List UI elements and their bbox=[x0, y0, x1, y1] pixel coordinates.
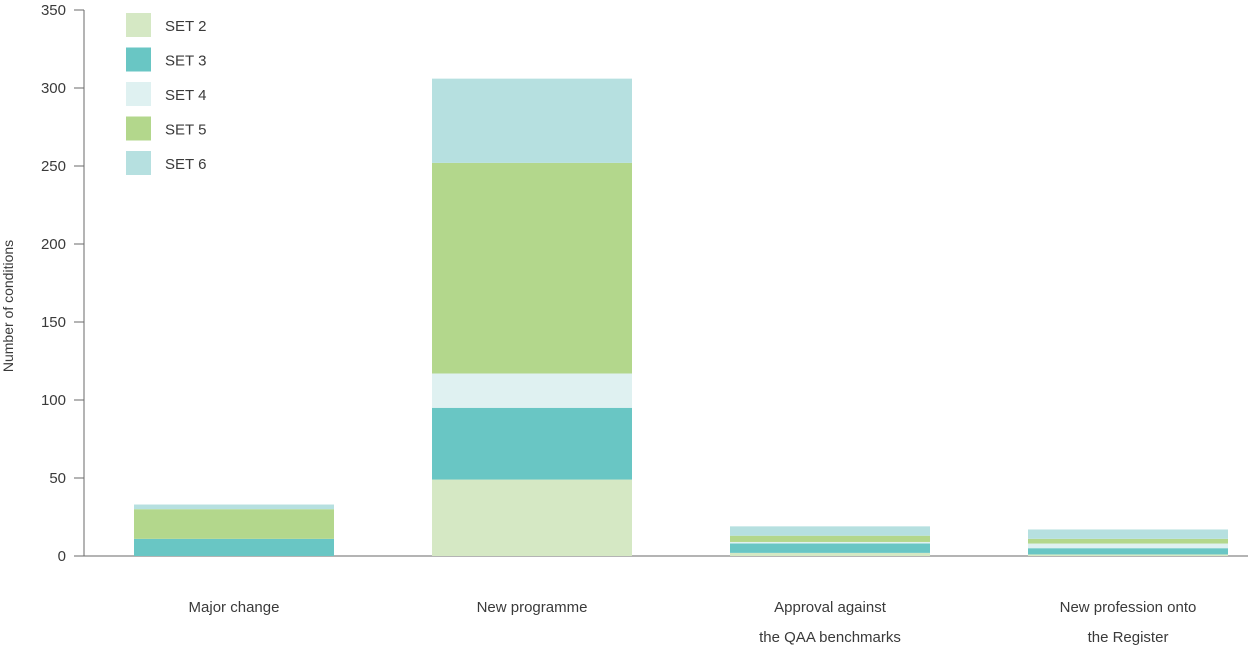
x-category-label: Approval against the QAA benchmarks bbox=[759, 599, 901, 646]
bar-segment-set-5 bbox=[730, 535, 930, 542]
y-tick-label: 100 bbox=[41, 392, 66, 409]
legend-swatch bbox=[126, 116, 151, 141]
bar-segment-set-2 bbox=[1028, 554, 1228, 556]
bar-segment-set-2 bbox=[432, 479, 632, 556]
y-tick-label: 50 bbox=[49, 470, 66, 487]
bar-segment-set-6 bbox=[432, 78, 632, 163]
x-category-label: New profession onto the Register bbox=[1060, 599, 1197, 646]
legend-item: SET 4 bbox=[126, 82, 206, 106]
bar-segment-set-5 bbox=[432, 162, 632, 374]
bar-segment-set-6 bbox=[134, 504, 334, 510]
y-axis: 0 50 100 150 200 250 300 350 bbox=[41, 2, 85, 565]
legend-swatch bbox=[126, 13, 151, 37]
bar-segment-set-3 bbox=[1028, 548, 1228, 555]
legend-item: SET 6 bbox=[126, 151, 206, 175]
legend-label: SET 6 bbox=[165, 156, 206, 173]
legend-item: SET 5 bbox=[126, 116, 206, 141]
bar-segment-set-2 bbox=[730, 552, 930, 556]
legend-label: SET 5 bbox=[165, 122, 206, 139]
legend-item: SET 2 bbox=[126, 13, 206, 37]
legend-swatch bbox=[126, 47, 151, 72]
bar-segment-set-6 bbox=[730, 526, 930, 536]
y-axis-label: Number of conditions bbox=[0, 240, 16, 372]
legend-label: SET 3 bbox=[165, 53, 206, 70]
bar-segment-set-4 bbox=[432, 373, 632, 408]
legend-label: SET 4 bbox=[165, 87, 206, 104]
x-category-label: Major change bbox=[189, 599, 280, 616]
y-tick-label: 200 bbox=[41, 236, 66, 253]
legend: SET 2 SET 3 SET 4 SET 5 SET 6 bbox=[126, 13, 206, 175]
y-tick-label: 150 bbox=[41, 314, 66, 331]
bar-segment-set-6 bbox=[1028, 529, 1228, 539]
legend-item: SET 3 bbox=[126, 47, 206, 72]
bar-segment-set-5 bbox=[134, 509, 334, 539]
legend-swatch bbox=[126, 82, 151, 106]
bars bbox=[134, 78, 1228, 556]
bar-segment-set-3 bbox=[730, 543, 930, 553]
bar-segment-set-4 bbox=[1028, 543, 1228, 549]
legend-swatch bbox=[126, 151, 151, 175]
y-tick-label: 350 bbox=[41, 2, 66, 19]
bar-segment-set-5 bbox=[1028, 538, 1228, 544]
y-tick-label: 250 bbox=[41, 158, 66, 175]
category-labels: Major change New programme Approval agains… bbox=[189, 599, 1197, 646]
y-tick-label: 0 bbox=[58, 548, 66, 565]
bar-segment-set-4 bbox=[730, 541, 930, 544]
bar-segment-set-3 bbox=[134, 538, 334, 556]
y-tick-label: 300 bbox=[41, 80, 66, 97]
legend-label: SET 2 bbox=[165, 18, 206, 35]
x-category-label: New programme bbox=[477, 599, 588, 616]
bar-segment-set-3 bbox=[432, 407, 632, 480]
